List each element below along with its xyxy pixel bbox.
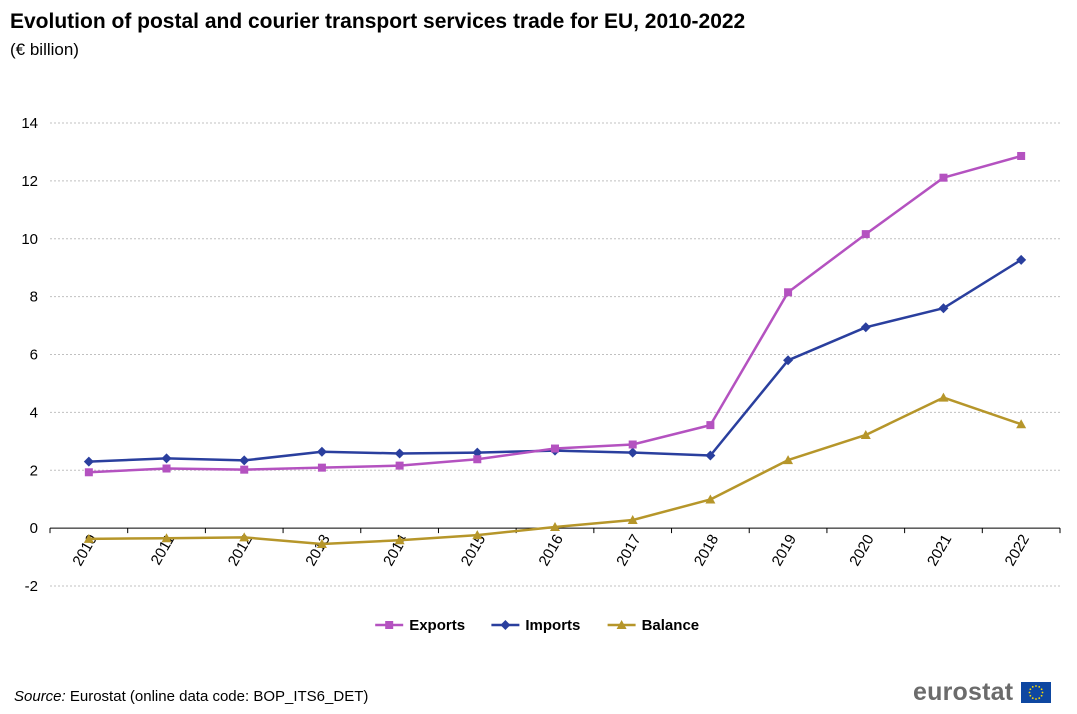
y-tick-label: 4 (30, 404, 38, 421)
flag-star (1029, 688, 1032, 691)
x-tick-label: 2014 (380, 532, 411, 569)
data-point-balance (83, 533, 94, 543)
data-point-imports (239, 455, 250, 466)
data-point-exports (861, 230, 870, 239)
data-point-imports (316, 446, 327, 457)
flag-star (1040, 688, 1043, 691)
legend-item-imports: Imports (491, 617, 580, 634)
y-tick-label: 14 (21, 115, 38, 132)
y-tick-label: 6 (30, 347, 38, 364)
y-tick-label: 8 (30, 289, 38, 306)
data-point-imports (83, 456, 94, 467)
series-exports (84, 151, 1026, 477)
series-line-imports (88, 258, 1022, 463)
flag-star (1035, 685, 1037, 687)
data-point-imports (1016, 254, 1027, 265)
data-point-exports (84, 468, 93, 477)
legend-item-exports: Exports (375, 617, 465, 634)
y-tick-label: 10 (21, 231, 38, 248)
x-tick-label: 2016 (535, 532, 566, 569)
series-lines (83, 151, 1027, 549)
legend-label-imports: Imports (525, 617, 580, 634)
source-note: Source: Eurostat (online data code: BOP_… (14, 688, 368, 705)
data-point-imports (938, 303, 949, 314)
data-point-exports (395, 461, 404, 470)
data-point-imports (161, 453, 172, 464)
data-point-imports (783, 355, 794, 366)
legend-item-balance: Balance (607, 617, 700, 634)
data-point-exports (628, 440, 637, 449)
data-point-exports (317, 463, 326, 472)
data-point-balance (783, 455, 794, 465)
data-point-balance (1016, 419, 1027, 429)
data-point-exports (240, 465, 249, 474)
data-point-exports (162, 464, 171, 473)
source-label: Source: (14, 688, 66, 705)
data-point-balance (860, 429, 871, 439)
y-tick-label: 12 (21, 173, 38, 190)
data-point-imports (627, 447, 638, 458)
x-tick-label: 2022 (1002, 532, 1033, 569)
flag-star (1028, 691, 1031, 694)
legend-marker-imports (500, 620, 511, 630)
flag-star (1038, 697, 1041, 700)
flag-star (1041, 691, 1044, 694)
legend: Exports Imports Balance (375, 617, 699, 634)
series-line-exports (88, 154, 1022, 474)
series-imports (83, 254, 1027, 467)
chart-subtitle: (€ billion) (10, 40, 79, 59)
data-point-exports (784, 288, 793, 297)
data-point-balance (472, 530, 483, 540)
data-point-exports (551, 444, 559, 453)
y-tick-label: 2 (30, 462, 38, 479)
x-tick-label: 2010 (69, 532, 100, 569)
series-balance (83, 392, 1027, 549)
legend-marker-balance (616, 620, 627, 629)
data-point-balance (161, 533, 172, 543)
source-text: Eurostat (online data code: BOP_ITS6_DET… (65, 688, 369, 705)
data-point-balance (394, 535, 405, 545)
data-point-balance (705, 494, 716, 504)
data-point-balance (239, 532, 250, 542)
data-point-imports (394, 448, 405, 459)
chart-title: Evolution of postal and courier transpor… (10, 10, 746, 33)
flag-star (1038, 685, 1041, 688)
data-point-exports (939, 173, 948, 182)
flag-star (1031, 685, 1034, 688)
data-point-exports (706, 421, 715, 430)
y-tick-label: 0 (30, 520, 38, 537)
data-point-imports (860, 322, 871, 333)
flag-star (1040, 694, 1043, 697)
x-tick-label: 2013 (302, 532, 333, 569)
data-point-exports (473, 455, 482, 464)
legend-label-balance: Balance (642, 617, 700, 634)
data-point-balance (938, 392, 949, 402)
eu-flag-icon (1021, 682, 1051, 703)
x-tick-label: 2018 (691, 532, 722, 569)
data-point-exports (1017, 151, 1026, 160)
x-tick-label: 2019 (769, 532, 800, 569)
flag-background (1021, 682, 1051, 703)
gridlines (50, 122, 1060, 587)
flag-star (1035, 698, 1037, 700)
y-tick-label: -2 (25, 578, 38, 595)
data-point-balance (316, 539, 327, 549)
legend-marker-exports (385, 621, 394, 629)
legend-label-exports: Exports (409, 617, 465, 634)
data-point-imports (472, 447, 483, 458)
flag-star (1031, 697, 1034, 700)
x-tick-label: 2017 (613, 532, 644, 569)
data-point-imports (705, 450, 716, 461)
eurostat-logo-text: eurostat (913, 678, 1014, 706)
data-point-balance (550, 521, 560, 531)
flag-star (1029, 694, 1032, 697)
data-point-balance (627, 515, 638, 525)
x-tick-label: 2020 (846, 532, 877, 569)
x-tick-label: 2021 (924, 532, 955, 569)
